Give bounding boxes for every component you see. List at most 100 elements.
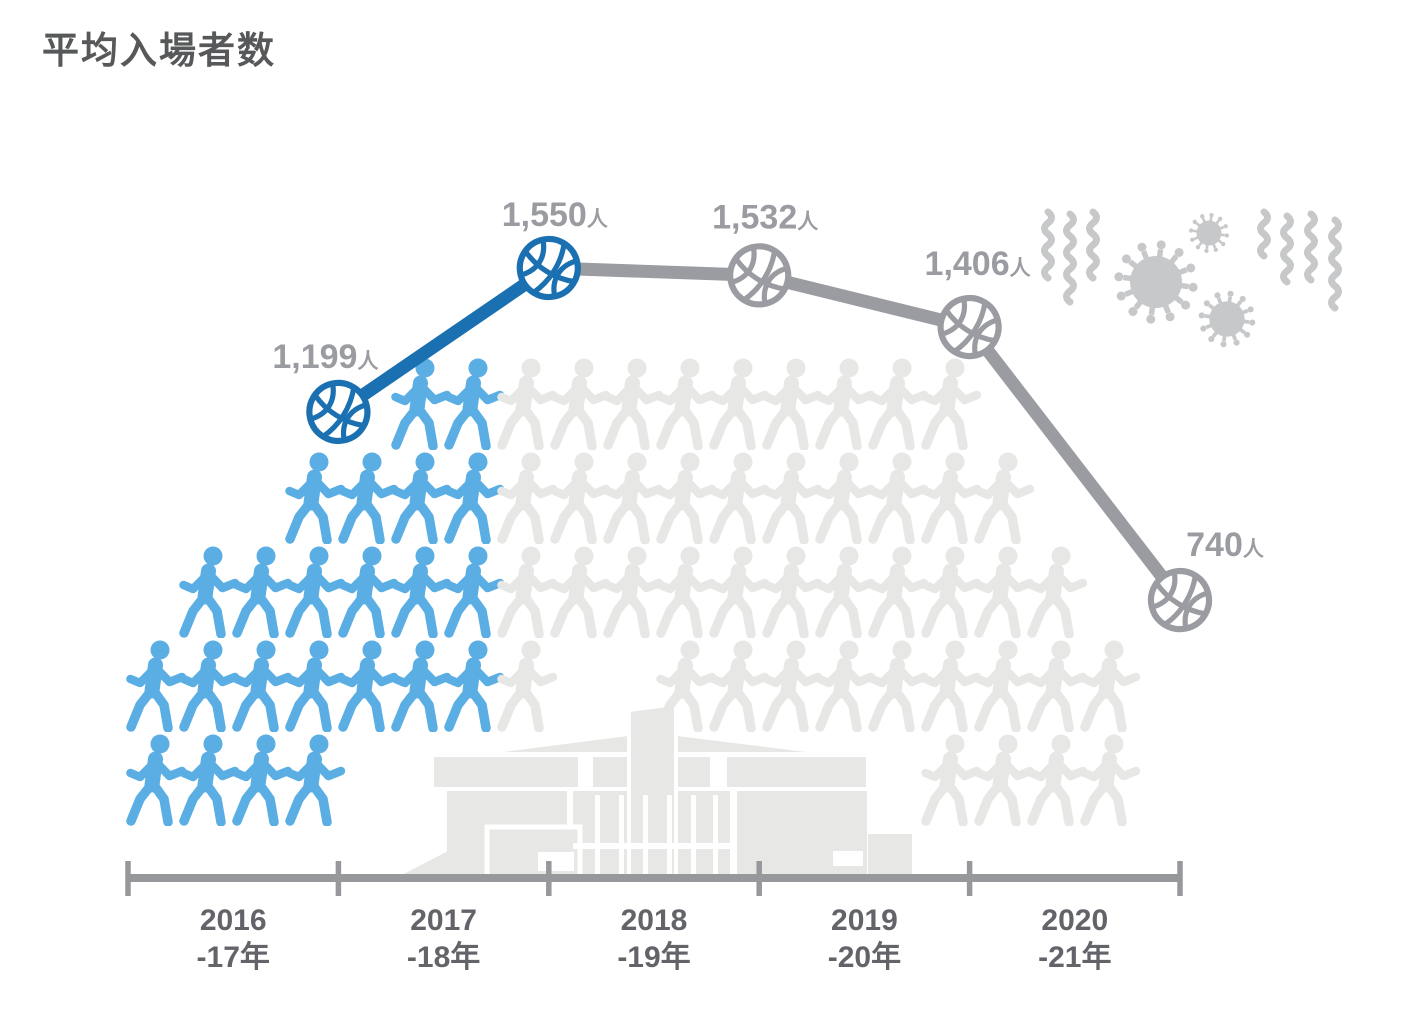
stadium-silhouette (390, 701, 912, 884)
walking-person-icon (290, 735, 342, 823)
walking-person-icon (502, 453, 554, 541)
value-labels: 1,199人 1,550人 1,532人 1,406人 740人 (272, 196, 1264, 564)
walking-person-icon (396, 547, 448, 635)
walking-person-icon (979, 735, 1031, 823)
walking-person-icon (184, 547, 236, 635)
trend-segment (963, 320, 1187, 607)
walking-person-icon (979, 641, 1031, 729)
walking-person-icon (1032, 641, 1084, 729)
walking-person-icon (767, 359, 819, 447)
walking-person-icon (555, 547, 607, 635)
walking-person-icon (873, 547, 925, 635)
walking-person-icon (555, 453, 607, 541)
walking-person-icon (184, 735, 236, 823)
x-axis (125, 861, 1183, 896)
walking-person-icon (343, 641, 395, 729)
year-label: 2020 -21年 (1038, 904, 1111, 974)
data-points (298, 228, 1220, 640)
virus-decorations (1041, 208, 1342, 348)
walking-person-icon (608, 359, 660, 447)
walking-person-icon (873, 453, 925, 541)
walking-person-icon (184, 641, 236, 729)
walking-person-icon (555, 359, 607, 447)
heat-squiggle-icon (1280, 212, 1294, 286)
walking-person-icon (290, 641, 342, 729)
year-label: 2019 -20年 (828, 904, 901, 974)
walking-person-icon (502, 547, 554, 635)
walking-person-icon (926, 547, 978, 635)
walking-person-icon (767, 641, 819, 729)
walking-person-icon (873, 359, 925, 447)
virus-icon (1114, 240, 1198, 324)
walking-person-icon (343, 547, 395, 635)
walking-person-icon (290, 547, 342, 635)
value-label: 1,406人 (925, 245, 1031, 283)
trend-line (331, 261, 1187, 607)
walking-person-icon (449, 641, 501, 729)
walking-person-icon (131, 641, 183, 729)
walking-person-icon (820, 359, 872, 447)
value-label: 740人 (1186, 526, 1264, 564)
value-label: 1,550人 (502, 196, 608, 234)
walking-person-icon (979, 453, 1031, 541)
basketball-icon (719, 235, 799, 315)
walking-person-icon (449, 453, 501, 541)
trend-segment (542, 261, 766, 282)
walking-person-icon (502, 359, 554, 447)
year-label: 2016 -17年 (197, 904, 270, 974)
value-label: 1,532人 (712, 198, 818, 236)
walking-person-icon (820, 453, 872, 541)
heat-squiggle-icon (1304, 210, 1318, 284)
walking-person-icon (1032, 547, 1084, 635)
walking-person-icon (820, 547, 872, 635)
walking-person-icon (343, 453, 395, 541)
walking-person-icon (714, 453, 766, 541)
walking-person-icon (714, 359, 766, 447)
virus-icon (1198, 290, 1256, 348)
walking-person-icon (926, 359, 978, 447)
value-label: 1,199人 (272, 338, 378, 376)
year-label: 2018 -19年 (617, 904, 690, 974)
walking-person-icon (1032, 735, 1084, 823)
trend-segment (331, 261, 556, 419)
walking-person-icon (661, 453, 713, 541)
walking-person-icon (1085, 641, 1137, 729)
heat-squiggle-icon (1063, 210, 1077, 306)
walking-person-icon (926, 641, 978, 729)
walking-person-icon (237, 735, 289, 823)
walking-person-icon (820, 641, 872, 729)
walking-person-icon (237, 547, 289, 635)
walking-person-icon (1085, 735, 1137, 823)
walking-person-icon (661, 547, 713, 635)
year-labels: 2016 -17年 2017 -18年 2018 -19年 2019 -20年 2020 -21年 (197, 904, 1112, 974)
walking-person-icon (502, 641, 554, 729)
walking-person-icon (237, 641, 289, 729)
walking-person-icon (767, 453, 819, 541)
walking-person-icon (714, 641, 766, 729)
heat-squiggle-icon (1257, 208, 1271, 260)
walking-person-icon (926, 453, 978, 541)
heat-squiggle-icon (1328, 216, 1342, 312)
virus-icon (1189, 213, 1229, 253)
walking-person-icon (396, 453, 448, 541)
walking-person-icon (926, 735, 978, 823)
page-title: 平均入場者数 (42, 30, 276, 71)
basketball-icon (298, 372, 378, 452)
trend-segment (752, 268, 977, 334)
walking-person-icon (714, 547, 766, 635)
year-label: 2017 -18年 (407, 904, 480, 974)
walking-person-icon (449, 359, 501, 447)
walking-person-icon (661, 641, 713, 729)
walking-person-icon (767, 547, 819, 635)
walking-person-icon (608, 453, 660, 541)
basketball-icon (509, 228, 589, 308)
heat-squiggle-icon (1086, 208, 1100, 282)
walking-person-icon (661, 359, 713, 447)
walking-person-icon (290, 453, 342, 541)
heat-squiggle-icon (1041, 208, 1055, 282)
walking-person-icon (396, 641, 448, 729)
walking-person-icon (979, 547, 1031, 635)
walking-person-icon (131, 735, 183, 823)
